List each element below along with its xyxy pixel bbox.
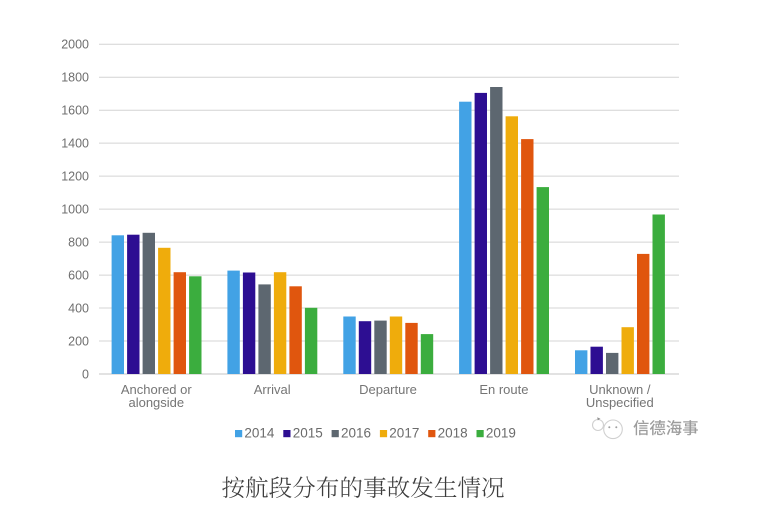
svg-text:600: 600 <box>68 268 89 282</box>
svg-text:2014: 2014 <box>244 426 275 441</box>
svg-text:400: 400 <box>68 301 89 315</box>
svg-text:2018: 2018 <box>438 426 468 441</box>
svg-text:0: 0 <box>82 367 89 381</box>
svg-text:1600: 1600 <box>61 104 89 118</box>
svg-text:En route: En route <box>479 382 528 397</box>
svg-text:1400: 1400 <box>61 136 89 150</box>
svg-text:Unspecified: Unspecified <box>586 395 654 410</box>
svg-text:2000: 2000 <box>61 38 89 52</box>
svg-text:alongside: alongside <box>128 395 184 410</box>
svg-text:2015: 2015 <box>293 426 323 441</box>
svg-text:2017: 2017 <box>389 426 419 441</box>
svg-text:Unknown /: Unknown / <box>589 382 651 397</box>
svg-text:2019: 2019 <box>486 426 516 441</box>
svg-text:2016: 2016 <box>341 426 371 441</box>
svg-text:200: 200 <box>68 334 89 348</box>
svg-text:Arrival: Arrival <box>254 382 291 397</box>
svg-text:Anchored or: Anchored or <box>121 382 192 397</box>
svg-text:1800: 1800 <box>61 71 89 85</box>
svg-text:1000: 1000 <box>61 202 89 216</box>
svg-text:1200: 1200 <box>61 169 89 183</box>
svg-text:800: 800 <box>68 235 89 249</box>
svg-text:Departure: Departure <box>359 382 417 397</box>
